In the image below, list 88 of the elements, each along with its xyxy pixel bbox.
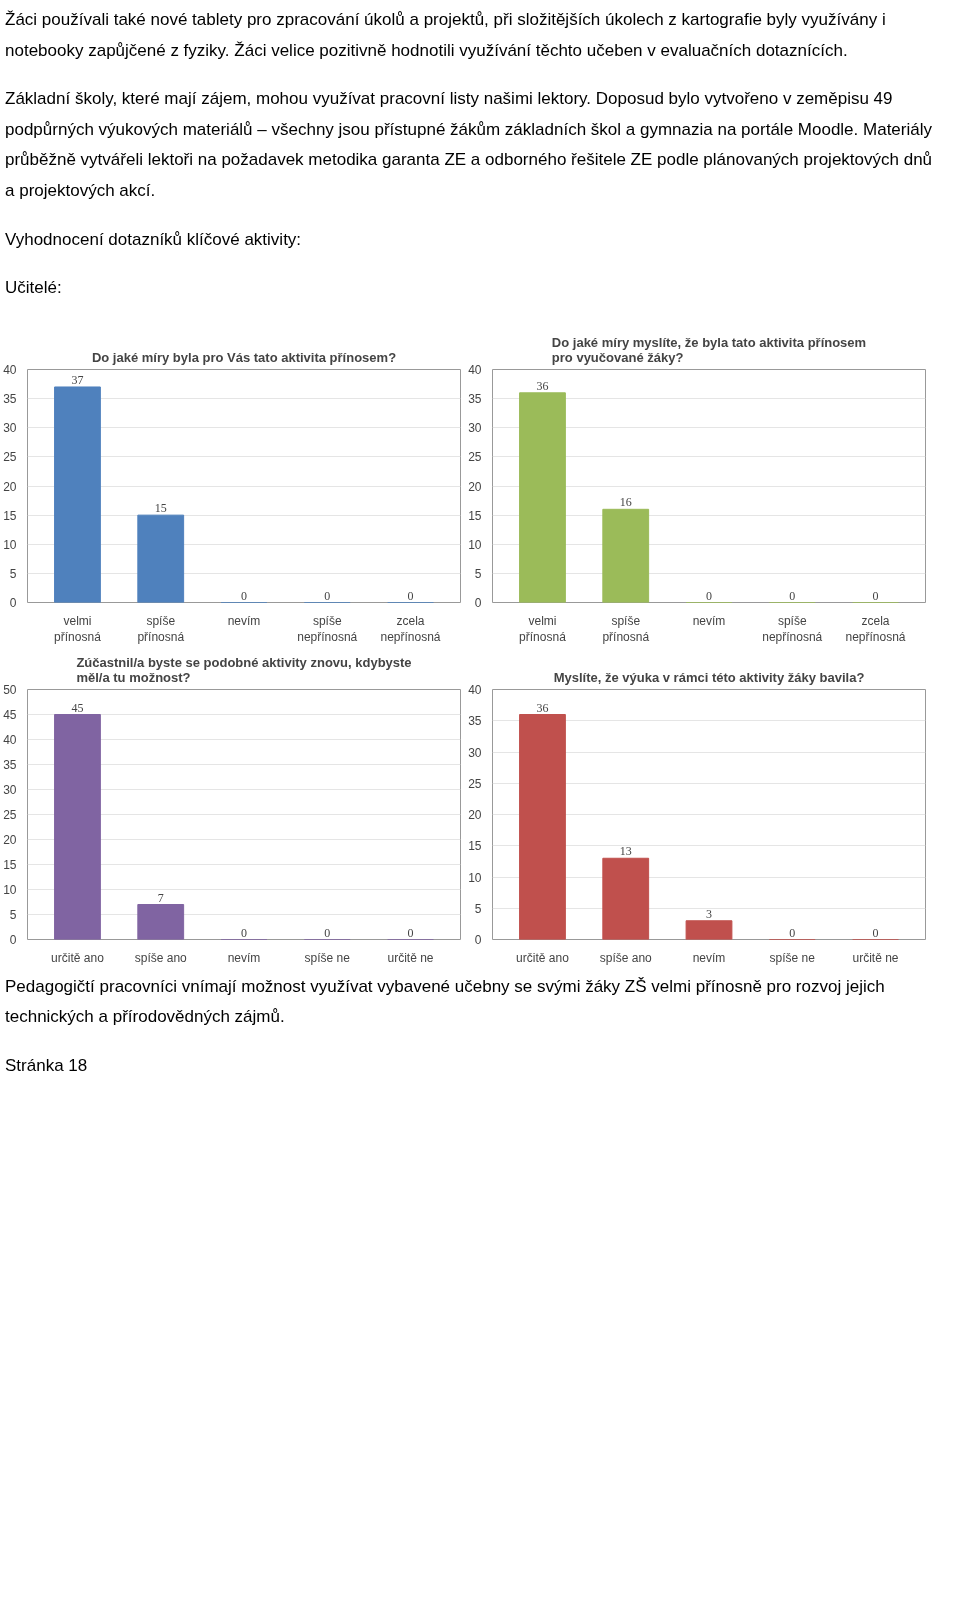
- data-label: 0: [241, 925, 247, 940]
- x-tick-label: zcela nepřínosná: [845, 613, 906, 645]
- y-tick-label: 10: [3, 882, 17, 897]
- x-tick-label: spíše nepřínosná: [762, 613, 823, 645]
- y-tick-label: 15: [468, 508, 482, 523]
- y-tick-label: 0: [474, 595, 482, 610]
- x-tick-label: nevím: [692, 950, 726, 965]
- y-tick-label: 0: [9, 932, 17, 947]
- data-label: 0: [324, 588, 331, 603]
- x-tick-label: nevím: [227, 950, 261, 965]
- x-tick-label: určitě ano: [51, 950, 105, 965]
- data-label: 0: [872, 588, 879, 603]
- text: Stránka 18: [5, 1054, 89, 1077]
- y-tick-label: 5: [474, 901, 482, 916]
- x-tick-label: určitě ne: [387, 950, 434, 965]
- y-tick-label: 5: [9, 907, 17, 922]
- y-tick-label: 40: [468, 362, 482, 377]
- y-tick-label: 10: [468, 870, 482, 885]
- data-label: 0: [706, 588, 712, 603]
- y-tick-label: 35: [3, 757, 17, 772]
- y-tick-label: 35: [3, 391, 17, 406]
- data-label: 36: [536, 378, 549, 393]
- text: Základní školy, které mají zájem, mohou využívat pracovní listy našimi lektory. Doposud bylo vytvořeno v zeměpisu 49 podpůrných výukových materiálů – všechny jsou přístupné žákům základních škol a gymnazia na portále Moodle. Materiály průběžně vytvářeli lektoři na požadavek metodika garanta ZE a odborného řešitele ZE podle plánovaných projektových dnů a projektových akcí.: [5, 88, 934, 202]
- y-tick-label: 45: [3, 707, 17, 722]
- text: Žáci používali také nové tablety pro zpracování úkolů a projektů, při složitějších úkolech z kartografie byly využívány i notebooky zapůjčené z fyziky. Žáci velice pozitivně hodnotili využívání těchto učeben v evaluačních dotaznících.: [5, 9, 887, 62]
- data-label: 45: [71, 700, 84, 715]
- x-tick-label: spíše přínosná: [602, 613, 650, 645]
- y-tick-label: 40: [3, 362, 17, 377]
- y-tick-label: 20: [468, 807, 482, 822]
- data-label: 7: [157, 890, 164, 905]
- x-tick-label: nevím: [692, 613, 726, 628]
- data-label: 3: [706, 906, 712, 921]
- y-tick-label: 15: [3, 508, 17, 523]
- x-tick-label: velmi přínosná: [54, 613, 102, 645]
- y-tick-label: 30: [468, 745, 482, 760]
- x-tick-label: spíše ano: [134, 950, 188, 965]
- y-tick-label: 0: [9, 595, 17, 610]
- y-tick-label: 25: [468, 776, 482, 791]
- x-tick-label: zcela nepřínosná: [380, 613, 441, 645]
- y-tick-label: 25: [3, 450, 17, 465]
- x-tick-label: spíše přínosná: [137, 613, 185, 645]
- y-tick-label: 35: [468, 714, 482, 728]
- x-tick-label: určitě ano: [516, 950, 570, 965]
- y-tick-label: 30: [468, 421, 482, 435]
- y-tick-label: 15: [3, 857, 17, 872]
- y-tick-label: 10: [468, 537, 482, 552]
- data-label: 0: [241, 588, 247, 603]
- y-tick-label: 30: [3, 782, 17, 797]
- data-label: 0: [407, 588, 414, 603]
- x-tick-label: spíše ano: [599, 950, 653, 965]
- y-tick-label: 15: [468, 839, 482, 853]
- data-label: 15: [154, 500, 167, 515]
- y-tick-label: 20: [468, 479, 482, 494]
- x-tick-label: spíše nepřínosná: [297, 613, 358, 645]
- x-tick-label: spíše ne: [769, 950, 816, 965]
- text: Vyhodnocení dotazníků klíčové aktivity:: [5, 228, 303, 251]
- data-label: 16: [619, 495, 632, 510]
- y-tick-label: 5: [9, 566, 17, 581]
- text: Učitelé:: [5, 277, 63, 300]
- data-label: 37: [71, 372, 84, 387]
- y-tick-label: 20: [3, 479, 17, 494]
- data-label: 0: [872, 925, 879, 940]
- y-tick-label: 25: [468, 450, 482, 465]
- x-tick-label: nevím: [227, 613, 261, 628]
- data-label: 0: [789, 925, 796, 940]
- data-label: 0: [324, 925, 331, 940]
- chart-title: Zúčastnil/a byste se podobné aktivity znovu, kdybyste měl/a tu možnost?: [76, 654, 412, 685]
- y-tick-label: 30: [3, 421, 17, 435]
- y-tick-label: 40: [3, 732, 17, 747]
- chart-title: Myslíte, že výuka v rámci této aktivity žáky bavila?: [553, 669, 865, 685]
- y-tick-label: 0: [474, 932, 482, 947]
- x-tick-label: určitě ne: [852, 950, 899, 965]
- chart-title: Do jaké míry myslíte, že byla tato aktivita přínosem pro vyučované žáky?: [551, 334, 867, 365]
- y-tick-label: 10: [3, 537, 17, 552]
- text: Pedagogičtí pracovníci vnímají možnost využívat vybavené učebny se svými žáky ZŠ velmi přínosně pro rozvoj jejich technických a přírodovědných zájmů.: [5, 975, 886, 1029]
- x-tick-label: velmi přínosná: [519, 613, 567, 645]
- y-tick-label: 20: [3, 832, 17, 847]
- y-tick-label: 5: [474, 566, 482, 581]
- x-tick-label: spíše ne: [304, 950, 351, 965]
- data-label: 36: [536, 700, 549, 715]
- y-tick-label: 40: [468, 682, 482, 697]
- y-tick-label: 25: [3, 807, 17, 822]
- data-label: 13: [619, 844, 632, 858]
- y-tick-label: 35: [468, 391, 482, 406]
- data-label: 0: [789, 588, 796, 603]
- y-tick-label: 50: [3, 682, 17, 697]
- chart-title: Do jaké míry byla pro Vás tato aktivita přínosem?: [91, 349, 397, 365]
- data-label: 0: [407, 925, 414, 940]
